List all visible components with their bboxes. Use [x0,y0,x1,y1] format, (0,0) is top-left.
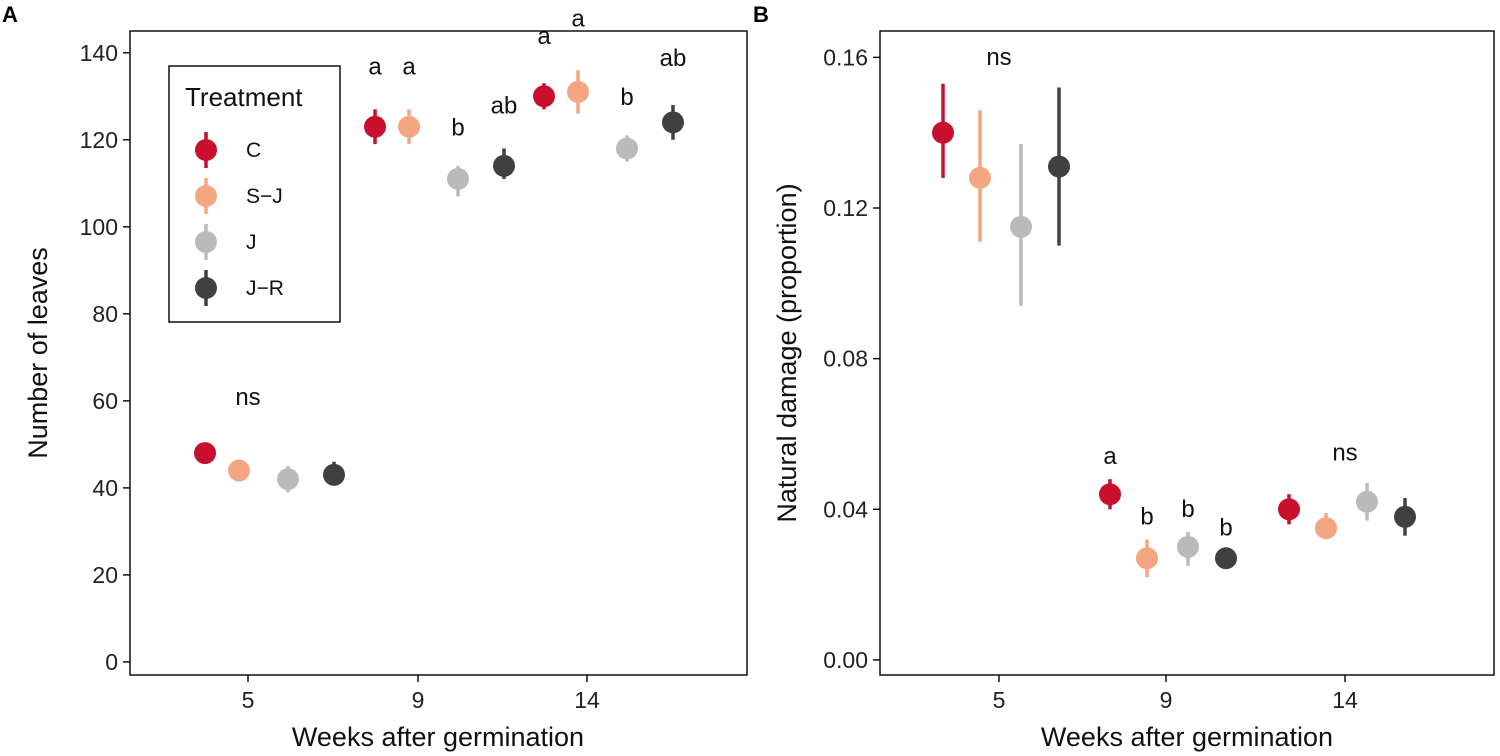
panel-b-xtick-label: 14 [1332,687,1358,713]
panel-a-point [277,468,299,491]
panel-b-ytick-label: 0.16 [823,44,868,70]
panel-b-sig-label: ns [1332,439,1357,466]
legend-marker [195,277,217,299]
panel-a-sig-label: b [620,84,633,111]
panel-b-point [969,166,991,189]
panel-b-xlabel: Weeks after germination [1041,722,1333,752]
panel-b-point [1099,483,1121,506]
panel-b-ylabel: Natural damage (proportion) [772,183,802,522]
panel-a-ytick-label: 120 [80,127,118,153]
panel-b-point [1394,505,1416,528]
panel-a-ytick-label: 0 [105,649,118,675]
panel-b-point [1136,547,1158,570]
panel-a-label: A [2,2,18,27]
panel-a-sig-label: ab [491,93,518,120]
panel-b-ytick-label: 0.08 [823,346,868,372]
panel-a-sig-label: ns [235,384,260,411]
panel-b-sig-label: ns [986,44,1011,71]
panel-a-xtick-label: 9 [412,687,425,713]
panel-b-point [1048,155,1070,178]
panel-b-point [1215,547,1237,570]
panel-a-axes: 0 20 40 60 80 100 120 140 5 9 14 [80,40,600,713]
panel-a-sig-label: ab [660,45,687,72]
legend-marker [195,185,217,207]
panel-b-sig-label: b [1219,515,1232,542]
panel-a-ytick-label: 80 [92,301,118,327]
panel-a-frame [129,30,748,676]
panel-a-sig-label: a [402,54,416,81]
panel-a-point [194,442,216,465]
panel-a-point [533,85,555,108]
panel-b-label: B [753,2,769,27]
panel-a-ytick-label: 100 [80,214,118,240]
legend-title: Treatment [185,82,303,112]
legend-item: S−J [195,178,283,214]
legend-label: C [246,139,261,162]
panel-b-point [1278,498,1300,521]
legend-item: J [195,224,257,260]
panel-b-point [1010,215,1032,238]
panel-a-point [228,459,250,482]
panel-a-ytick-label: 40 [92,475,118,501]
legend-items: C S−J J J−R [195,132,284,306]
panel-a-xtick-label: 14 [574,687,600,713]
panel-a-xlabel: Weeks after germination [292,722,584,752]
panel-a-sig-label: a [571,6,585,33]
panel-a-point [493,154,515,177]
legend-label: J [246,231,257,254]
panel-b-point [1356,490,1378,513]
panel-b-sig-label: a [1103,443,1117,470]
legend-label: J−R [246,277,284,300]
panel-a-ytick-label: 60 [92,388,118,414]
panel-a-point [662,111,684,134]
panel-b-xtick-label: 5 [993,687,1006,713]
panel-a-point [567,80,589,103]
panel-b-axes: 0.00 0.04 0.08 0.12 0.16 5 9 14 [823,44,1358,713]
panel-b-marks [932,83,1416,578]
panel-a-marks [194,70,684,493]
panel-b-point [1177,535,1199,558]
panel-a-ytick-label: 20 [92,562,118,588]
legend-item: J−R [195,270,284,306]
panel-a-point [398,115,420,138]
panel-a-ylabel: Number of leaves [23,247,53,459]
panel-a-sig-label: b [451,114,464,141]
panel-b-sig-label: b [1181,496,1194,523]
panel-a-sig-label: a [537,23,551,50]
panel-b-ytick-label: 0.00 [823,647,868,673]
panel-b-point [1315,517,1337,540]
legend-label: S−J [246,185,283,208]
panel-a-ytick-label: 140 [80,40,118,66]
panel-a-point [447,167,469,190]
panel-a-point [364,115,386,138]
panel-b-ytick-label: 0.12 [823,195,868,221]
panel-a-xtick-label: 5 [242,687,255,713]
legend-marker [195,231,217,253]
panel-b-sig-label: b [1140,503,1153,530]
panel-b-ytick-label: 0.04 [823,496,868,522]
panel-a-point [323,463,345,486]
legend-marker [195,139,217,161]
panel-b-xtick-label: 9 [1160,687,1173,713]
panel-a-point [616,137,638,160]
legend: Treatment C S−J J J−R [168,65,341,323]
legend-item: C [195,132,261,168]
panel-b-point [932,121,954,144]
panel-a-sig-label: a [368,54,382,81]
panel-b-frame [879,30,1495,676]
